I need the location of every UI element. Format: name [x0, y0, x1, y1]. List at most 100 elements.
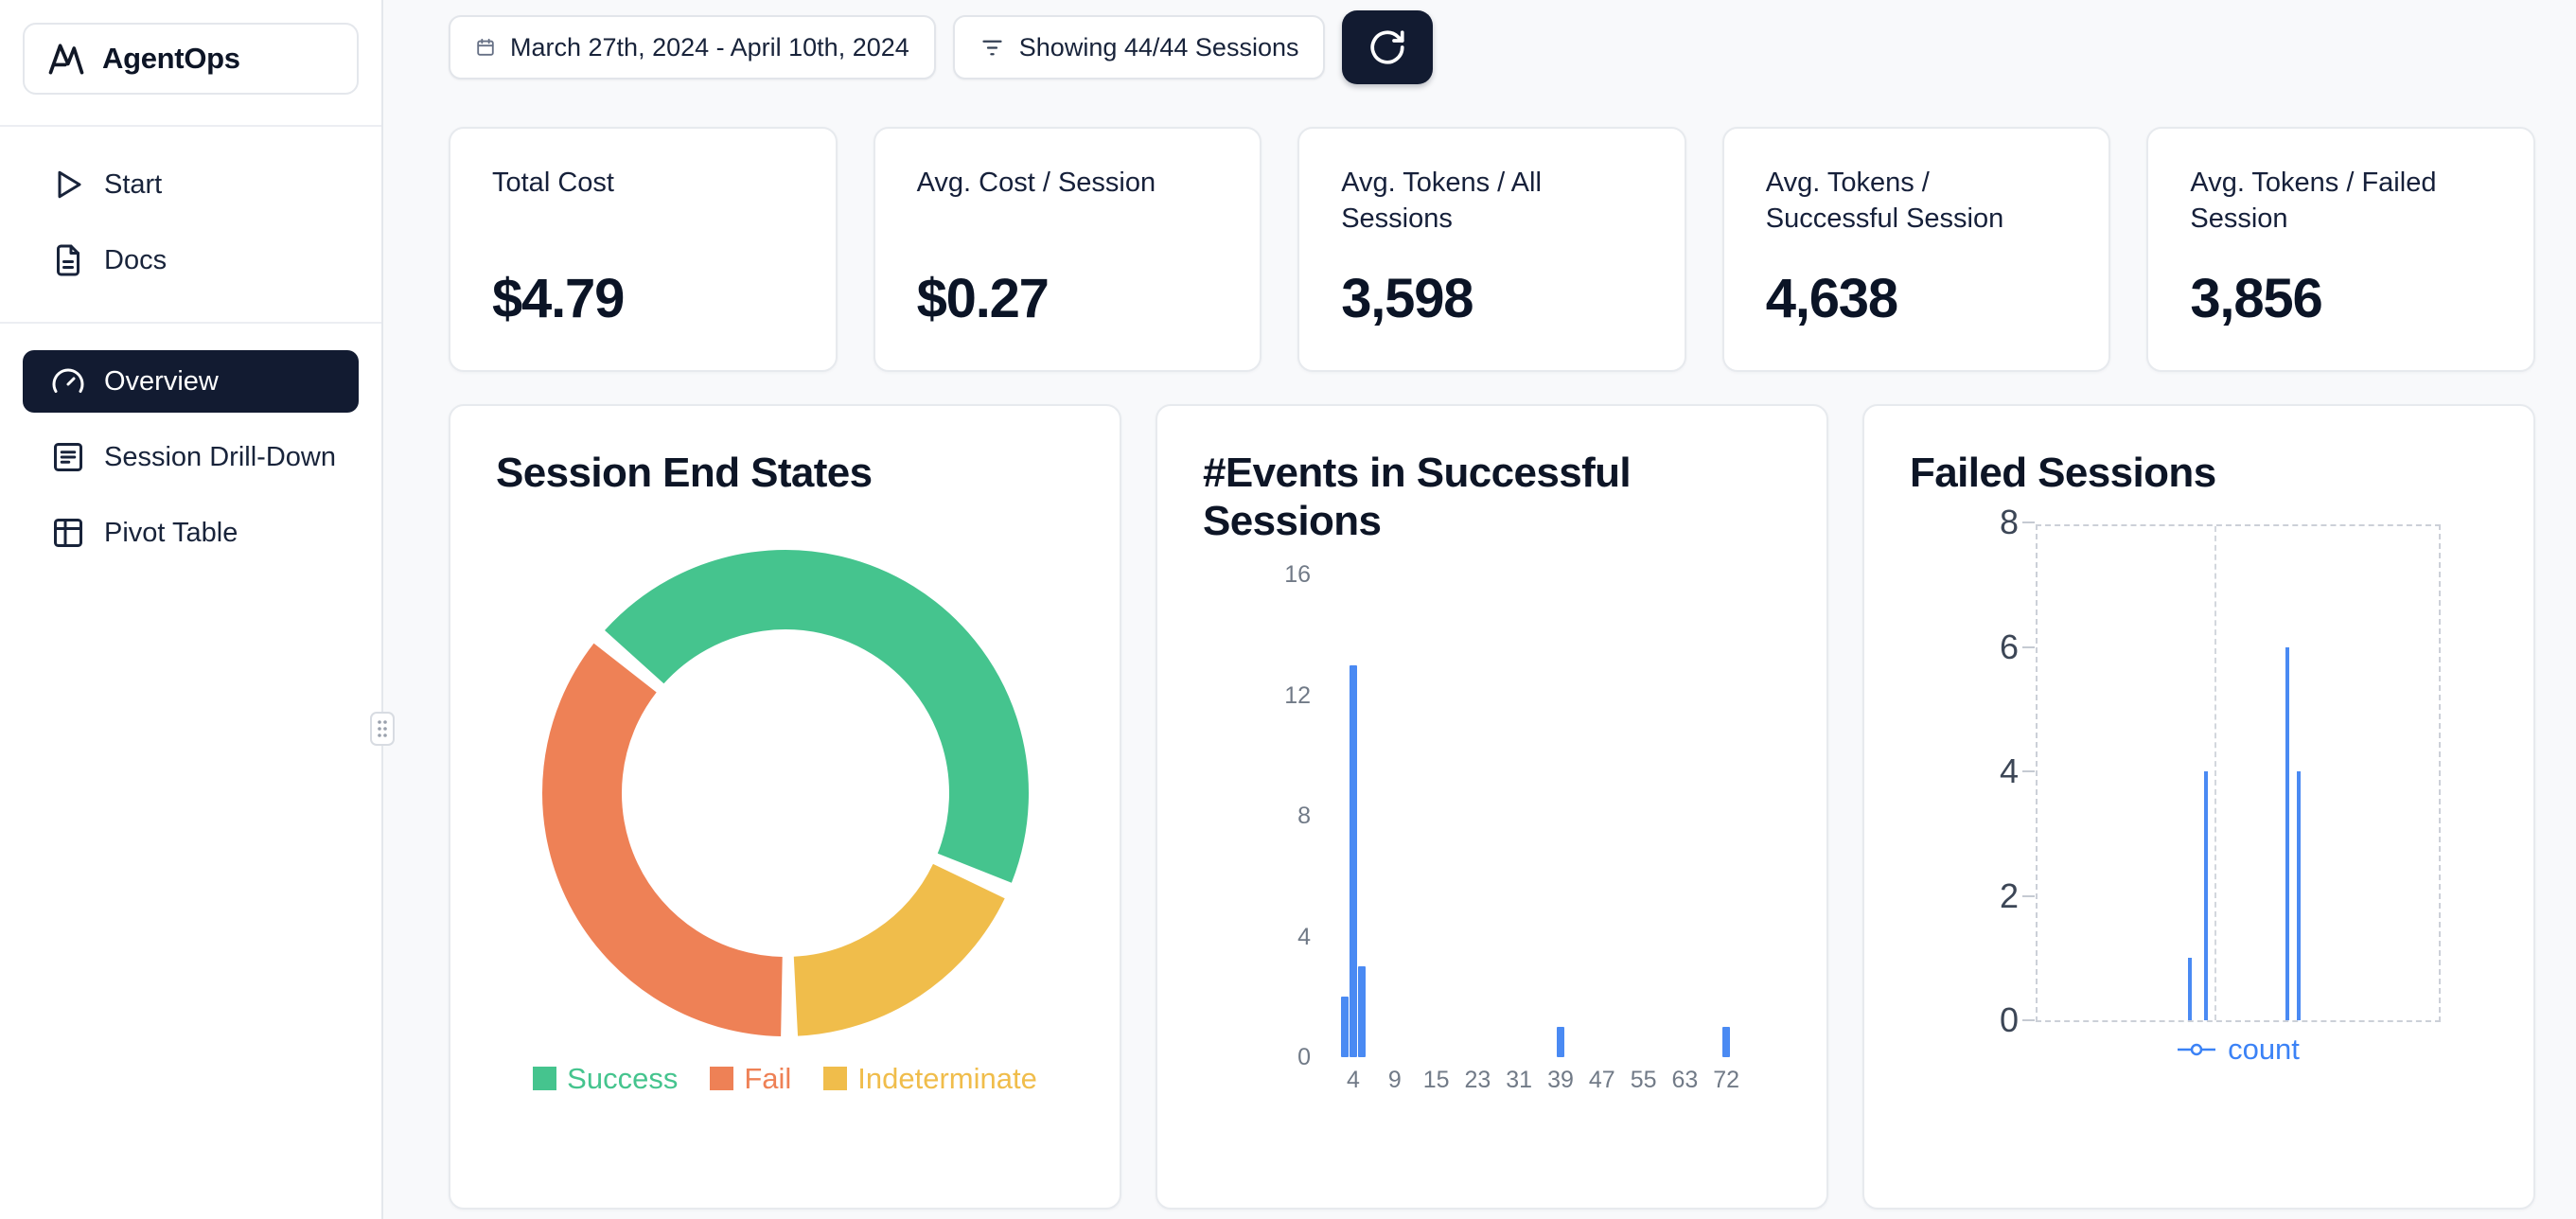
donut-chart: Success Fail Indeterminate	[450, 498, 1120, 1096]
sidebar-nav-primary: Start Docs	[0, 153, 381, 292]
donut-slice-indeterminate	[792, 862, 1005, 1036]
bar-x-tick-label: 72	[1713, 1067, 1740, 1093]
stat-label: Avg. Cost / Session	[916, 168, 1156, 198]
stat-cards-row: Total Cost $4.79 Avg. Cost / Session $0.…	[449, 127, 2535, 372]
chart-title: Session End States	[496, 450, 873, 496]
bar-x-tick-label: 63	[1671, 1067, 1699, 1093]
spike	[2285, 646, 2290, 1020]
grip-dots-icon	[378, 720, 387, 737]
donut-slice-fail	[541, 643, 783, 1036]
sidebar-divider	[0, 125, 381, 127]
spike	[2188, 958, 2193, 1020]
bar	[1357, 966, 1366, 1057]
line-marker-icon	[2178, 1043, 2216, 1056]
legend-item-fail: Fail	[710, 1062, 791, 1096]
date-range-label: March 27th, 2024 - April 10th, 2024	[510, 32, 909, 62]
bar-y-tick-label: 12	[1284, 681, 1311, 709]
stat-value: $4.79	[492, 268, 625, 329]
events-bar-chart: 0 4 8 12 16 4 9 15 23 31 39 47 55 63 72	[1284, 561, 1812, 1093]
stat-value: 3,856	[2190, 268, 2322, 329]
bar-x-tick-label: 23	[1464, 1067, 1491, 1093]
charts-row: Session End States Success Fail Indetermin…	[449, 404, 2535, 1210]
sidebar-item-label: Session Drill-Down	[104, 441, 336, 472]
y-tick-mark	[2022, 894, 2035, 897]
legend-item-indeterminate: Indeterminate	[823, 1062, 1037, 1096]
bar-x-tick-label: 15	[1422, 1067, 1450, 1093]
donut-slice-success	[604, 549, 1029, 883]
legend-label: Success	[567, 1061, 679, 1095]
legend-swatch	[533, 1067, 557, 1091]
filter-icon	[979, 35, 1005, 61]
failed-y-tick-label: 2	[1999, 875, 2019, 915]
sidebar-item-label: Start	[104, 168, 163, 200]
bar-x-tick-label: 31	[1506, 1067, 1533, 1093]
stat-card-avg-tokens-failed: Avg. Tokens / Failed Session 3,856	[2146, 127, 2535, 372]
sidebar-item-start[interactable]: Start	[23, 153, 359, 216]
bar-x-tick-label: 47	[1588, 1067, 1615, 1093]
y-tick-mark	[2022, 1019, 2035, 1021]
gridline	[2214, 526, 2217, 1020]
bar-y-tick-label: 4	[1297, 923, 1311, 950]
stat-value: 4,638	[1765, 268, 1898, 329]
docs-icon	[57, 244, 79, 276]
spike	[2297, 771, 2302, 1020]
stat-value: 3,598	[1341, 268, 1473, 329]
toolbar: March 27th, 2024 - April 10th, 2024 Show…	[449, 9, 2535, 85]
sidebar-divider	[0, 322, 381, 324]
gauge-icon	[52, 368, 84, 393]
stat-label: Avg. Tokens / Failed Session	[2190, 168, 2437, 235]
stat-value: $0.27	[916, 268, 1050, 329]
sidebar-item-pivot-table[interactable]: Pivot Table	[23, 502, 359, 564]
donut-svg	[541, 549, 1029, 1036]
sidebar-item-label: Overview	[104, 365, 219, 397]
sidebar-resize-handle[interactable]	[370, 712, 395, 746]
legend-item-success: Success	[533, 1062, 678, 1096]
failed-sessions-card: Failed Sessions 0 2 4 6 8 count	[1862, 404, 2535, 1210]
chart-title: Failed Sessions	[1910, 450, 2216, 496]
legend-label: Fail	[744, 1061, 792, 1095]
sidebar: AgentOps Start Docs Overview Session Dri…	[0, 0, 395, 1219]
legend-label: Indeterminate	[857, 1061, 1037, 1095]
sidebar-item-session-drill-down[interactable]: Session Drill-Down	[23, 426, 359, 488]
sessions-filter-label: Showing 44/44 Sessions	[1018, 32, 1299, 62]
bar-y-tick-label: 0	[1297, 1044, 1311, 1070]
y-tick-mark	[2022, 521, 2035, 523]
app-title: AgentOps	[102, 42, 240, 75]
stat-label: Avg. Tokens / All Sessions	[1341, 168, 1542, 235]
session-end-states-card: Session End States Success Fail Indetermin…	[449, 404, 1121, 1210]
failed-y-tick-label: 8	[1999, 503, 2019, 541]
date-range-picker[interactable]: March 27th, 2024 - April 10th, 2024	[449, 15, 936, 80]
bar-x-tick-label: 55	[1630, 1067, 1657, 1093]
pivot-table-icon	[54, 519, 82, 547]
sidebar-item-overview[interactable]: Overview	[23, 350, 359, 413]
main-content: March 27th, 2024 - April 10th, 2024 Show…	[383, 0, 2576, 1219]
app-logo: AgentOps	[23, 23, 359, 95]
failed-sessions-chart: 0 2 4 6 8	[2000, 503, 2441, 1039]
chart-title: #Events in Successful Sessions	[1203, 450, 1632, 544]
sidebar-nav-pages: Overview Session Drill-Down Pivot Table	[0, 350, 381, 564]
y-tick-mark	[2022, 645, 2035, 648]
bar-y-tick-label: 8	[1297, 803, 1311, 829]
donut-legend: Success Fail Indeterminate	[533, 1062, 1037, 1096]
bar	[1350, 664, 1357, 1057]
list-detail-icon	[54, 443, 82, 471]
bar-y-tick-label: 16	[1284, 561, 1311, 588]
failed-sessions-legend[interactable]: count	[2036, 1033, 2441, 1067]
bar-x-tick-label: 9	[1387, 1067, 1402, 1093]
sessions-filter-button[interactable]: Showing 44/44 Sessions	[952, 15, 1326, 80]
stat-card-avg-tokens-all: Avg. Tokens / All Sessions 3,598	[1297, 127, 1686, 372]
sidebar-item-docs[interactable]: Docs	[23, 229, 359, 292]
legend-swatch	[823, 1067, 848, 1091]
failed-y-tick-label: 4	[1999, 751, 2019, 790]
y-tick-mark	[2022, 770, 2035, 772]
sidebar-item-label: Pivot Table	[104, 517, 238, 548]
failed-y-tick-label: 0	[1999, 1000, 2019, 1039]
stat-card-avg-tokens-successful: Avg. Tokens / Successful Session 4,638	[1721, 127, 2111, 372]
failed-y-tick-label: 6	[1999, 627, 2019, 666]
refresh-button[interactable]	[1342, 10, 1434, 84]
bar-x-tick-label: 39	[1547, 1067, 1574, 1093]
bar	[1557, 1027, 1564, 1057]
legend-count-label: count	[2228, 1033, 2300, 1066]
legend-swatch	[710, 1067, 734, 1091]
bar	[1341, 997, 1350, 1057]
